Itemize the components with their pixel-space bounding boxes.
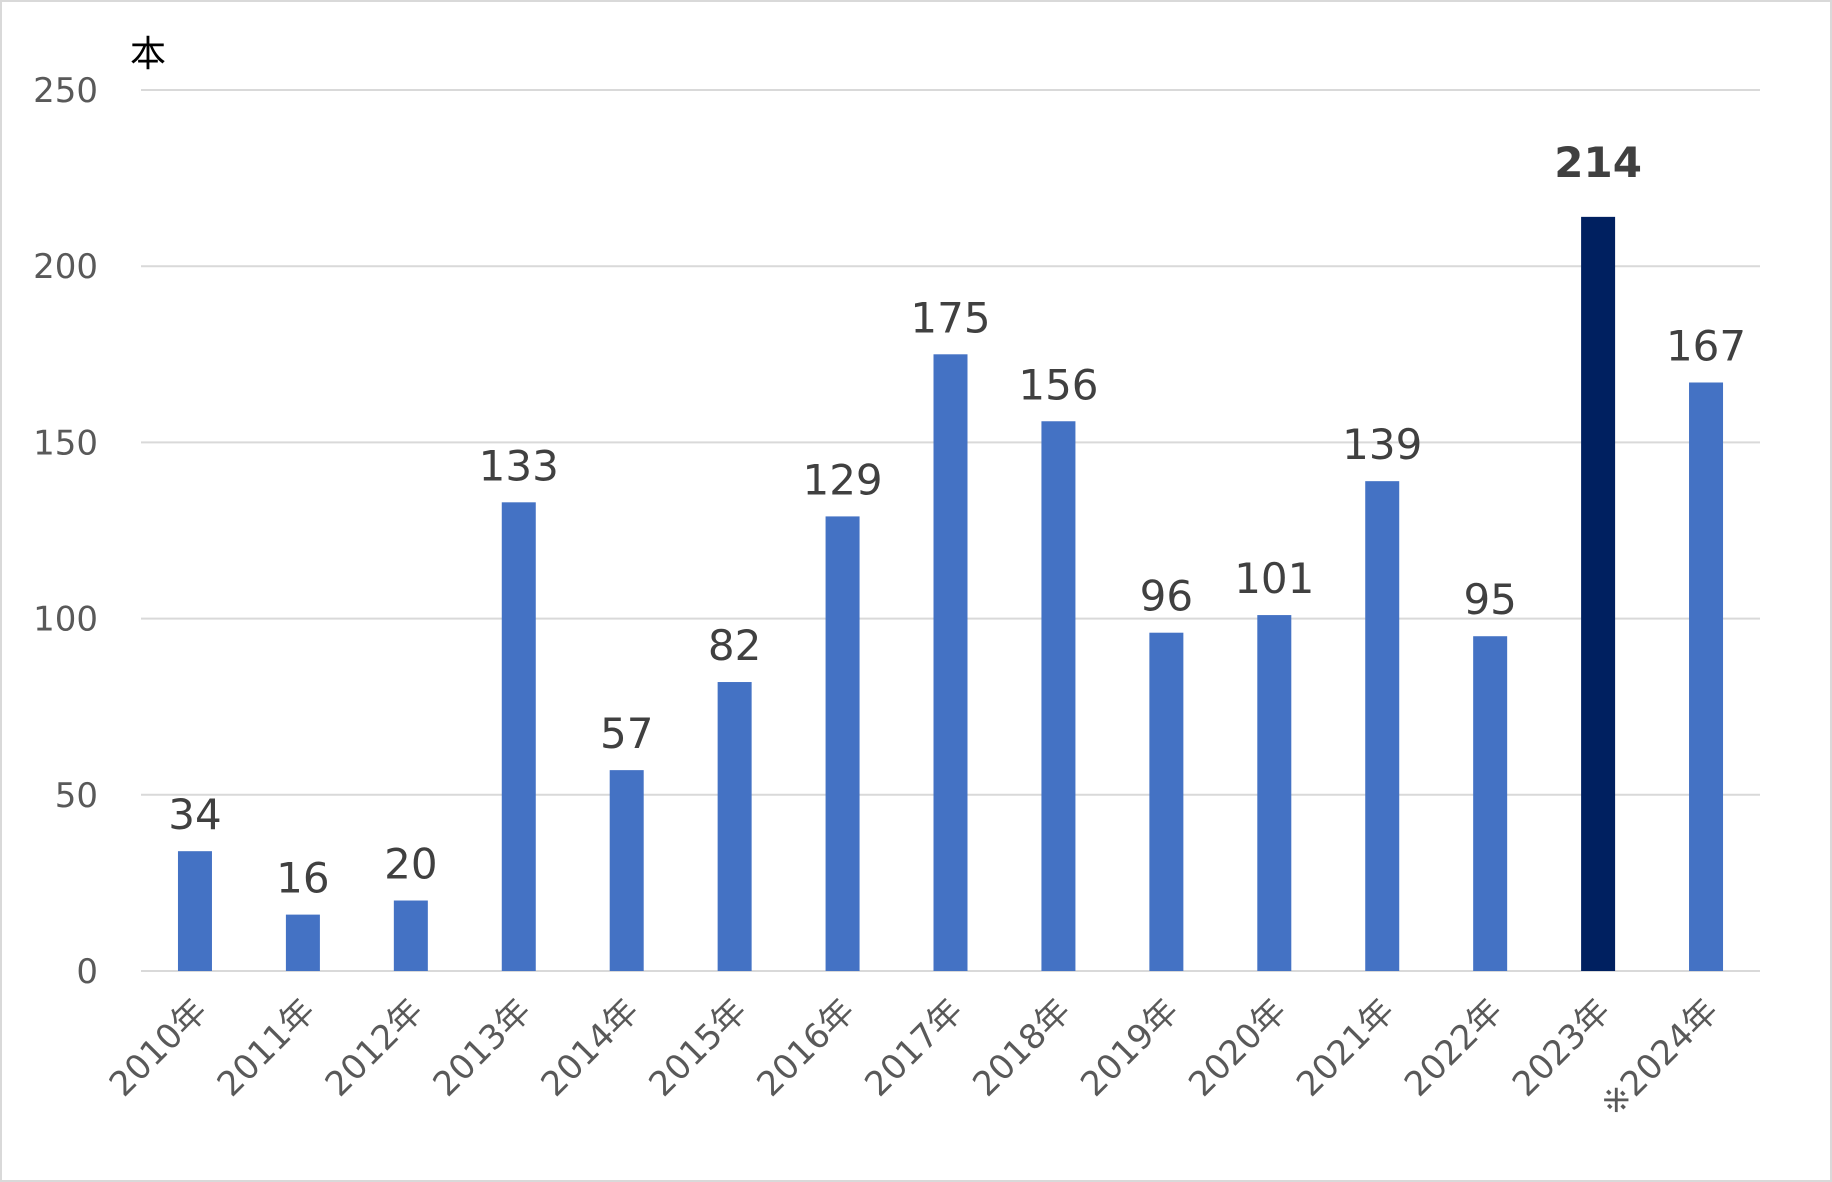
y-unit-label: 本 — [130, 34, 166, 75]
data-label: 167 — [1666, 321, 1746, 370]
bar — [609, 770, 644, 971]
data-label: 133 — [479, 441, 559, 490]
data-label: 129 — [802, 455, 882, 504]
data-label: 175 — [910, 293, 990, 342]
bar — [501, 502, 536, 971]
data-label: 139 — [1342, 420, 1422, 469]
bar — [285, 914, 320, 971]
y-tick-label: 0 — [76, 952, 98, 992]
data-label: 34 — [168, 790, 221, 839]
bar — [1689, 382, 1724, 971]
data-label: 101 — [1234, 554, 1314, 603]
y-tick-label: 50 — [55, 776, 98, 816]
bar — [1581, 216, 1616, 971]
data-label: 214 — [1554, 138, 1642, 187]
bar — [393, 900, 428, 971]
data-label: 16 — [276, 854, 329, 903]
y-tick-label: 200 — [33, 247, 98, 287]
bar — [1149, 632, 1184, 971]
y-tick-label: 100 — [33, 600, 98, 640]
data-label: 156 — [1018, 360, 1098, 409]
bar — [1473, 636, 1508, 971]
data-label: 20 — [384, 840, 437, 889]
bar — [1041, 421, 1076, 972]
data-label: 95 — [1463, 575, 1516, 624]
bar — [1365, 481, 1400, 971]
bar — [825, 516, 860, 971]
data-label: 82 — [708, 621, 761, 670]
y-tick-label: 250 — [33, 71, 98, 111]
data-label: 96 — [1140, 572, 1193, 621]
bar — [933, 354, 968, 971]
y-tick-label: 150 — [33, 423, 98, 463]
bar — [177, 851, 212, 971]
bar — [717, 682, 752, 971]
data-label: 57 — [600, 709, 653, 758]
bar — [1257, 615, 1292, 971]
